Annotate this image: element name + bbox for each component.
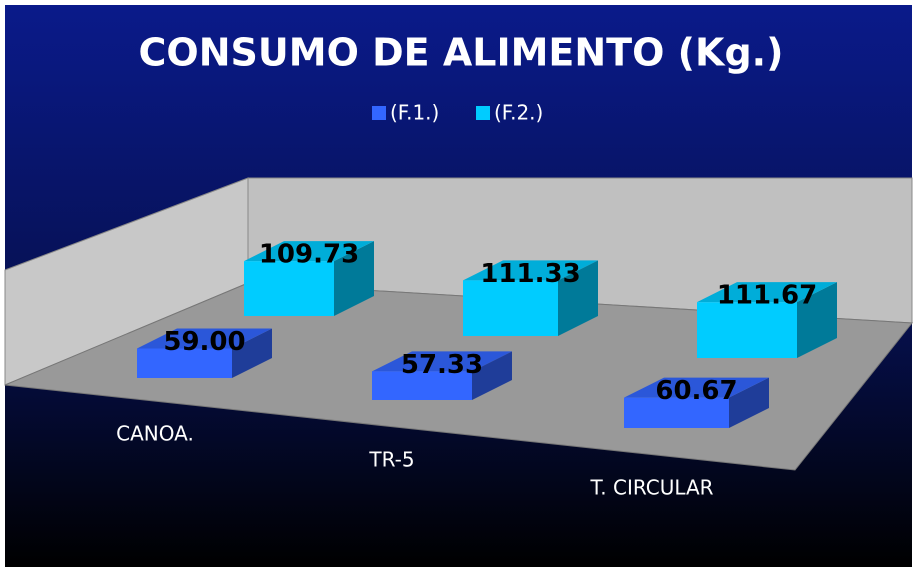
legend-swatch <box>372 106 386 120</box>
legend-label: (F.2.) <box>494 101 543 125</box>
chart-title: CONSUMO DE ALIMENTO (Kg.) <box>139 31 784 75</box>
x-tick-label: CANOA. <box>116 422 194 446</box>
value-label: 111.33 <box>480 259 580 289</box>
value-label: 60.67 <box>655 376 737 406</box>
bar-side <box>472 351 512 400</box>
bar-top <box>244 241 374 262</box>
legend-swatch <box>476 106 490 120</box>
bar-side <box>334 241 374 316</box>
bar-side <box>729 377 769 428</box>
bar-top <box>372 351 512 372</box>
value-label: 57.33 <box>401 350 483 380</box>
bar <box>697 302 797 358</box>
bar-top <box>697 282 837 303</box>
bar-side <box>558 260 598 336</box>
bar-side <box>797 282 837 358</box>
value-label: 59.00 <box>163 327 245 357</box>
bar <box>463 280 558 336</box>
bar-top <box>137 328 272 349</box>
bar-top <box>624 377 769 398</box>
bar <box>244 261 334 316</box>
bar <box>137 348 232 378</box>
bar <box>624 397 729 428</box>
bar-side <box>232 328 272 378</box>
bar-top <box>463 260 598 281</box>
x-tick-label: TR-5 <box>368 448 414 472</box>
value-label: 109.73 <box>259 240 359 270</box>
bar <box>372 371 472 400</box>
legend-label: (F.1.) <box>390 101 439 125</box>
value-label: 111.67 <box>717 281 817 311</box>
x-tick-label: T. CIRCULAR <box>589 476 713 500</box>
